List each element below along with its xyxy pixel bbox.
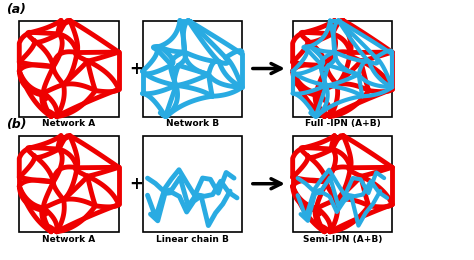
Text: (a): (a) bbox=[6, 3, 26, 16]
Bar bbox=[143, 21, 242, 116]
Bar bbox=[143, 136, 242, 232]
Bar bbox=[19, 136, 118, 232]
Text: Network A: Network A bbox=[42, 119, 96, 128]
Text: +: + bbox=[130, 60, 144, 77]
Text: (b): (b) bbox=[6, 118, 27, 131]
Text: Semi-IPN (A+B): Semi-IPN (A+B) bbox=[303, 235, 382, 244]
Bar bbox=[292, 136, 392, 232]
Bar bbox=[19, 21, 118, 116]
Text: Linear chain B: Linear chain B bbox=[156, 235, 228, 244]
Text: Network B: Network B bbox=[166, 119, 219, 128]
Text: Full -IPN (A+B): Full -IPN (A+B) bbox=[304, 119, 380, 128]
Bar bbox=[292, 21, 392, 116]
Text: +: + bbox=[130, 175, 144, 193]
Text: Network A: Network A bbox=[42, 235, 96, 244]
